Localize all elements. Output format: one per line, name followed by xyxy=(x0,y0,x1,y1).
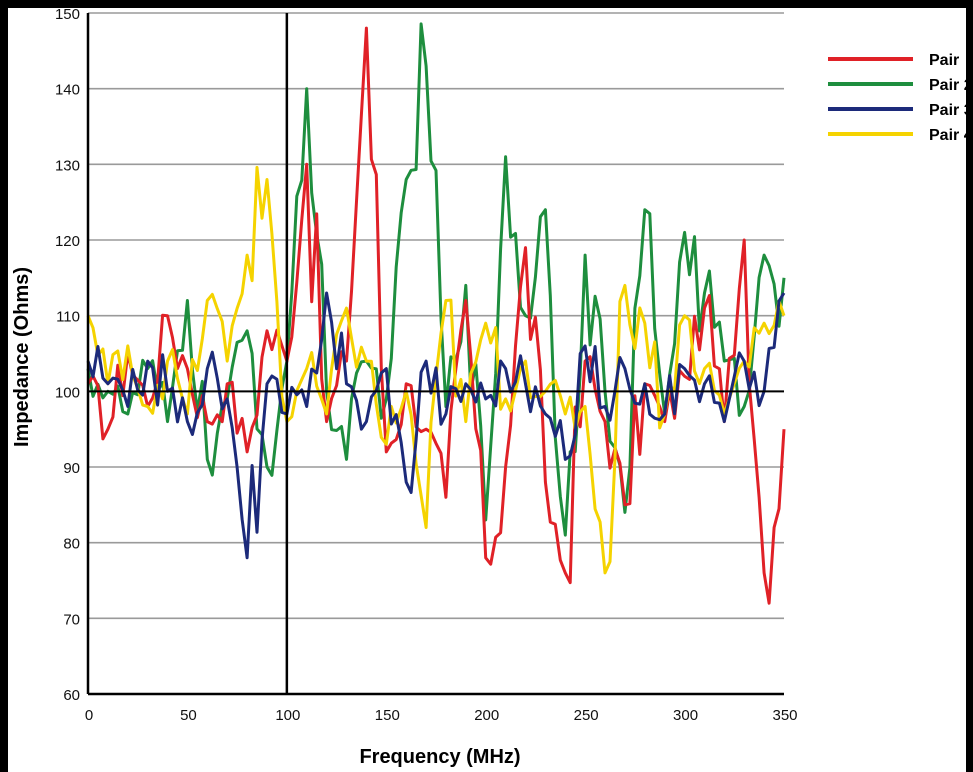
x-tick-label: 50 xyxy=(180,707,197,724)
y-tick-label: 100 xyxy=(55,384,80,401)
impedance-chart: 0 50 100 150 200 250 300 350 60 70 80 90 100 110 120 1… xyxy=(11,8,966,768)
legend-label: Pair 3 xyxy=(929,102,966,119)
series-lines xyxy=(86,22,786,605)
legend-label: Pair xyxy=(929,52,959,69)
series-line-2 xyxy=(86,22,786,537)
x-tick-label: 300 xyxy=(673,707,698,724)
y-tick-label: 80 xyxy=(63,536,80,553)
axes xyxy=(86,13,784,696)
legend-item-4: Pair 4 xyxy=(828,127,966,144)
x-tick-label: 100 xyxy=(275,707,300,724)
legend-item-1: Pair xyxy=(828,52,959,69)
legend-label: Pair 4 xyxy=(929,127,966,144)
y-tick-label: 70 xyxy=(63,611,80,628)
x-tick-label: 0 xyxy=(85,707,93,724)
y-tick-label: 60 xyxy=(63,687,80,704)
series-line-3 xyxy=(86,291,786,560)
y-axis-title: Impedance (Ohms) xyxy=(11,267,33,447)
x-tick-label: 250 xyxy=(574,707,599,724)
grid xyxy=(88,12,784,620)
x-tick-label: 150 xyxy=(375,707,400,724)
y-tick-label: 150 xyxy=(55,8,80,23)
y-tick-label: 90 xyxy=(63,460,80,477)
reference-lines xyxy=(88,13,784,694)
y-tick-label: 140 xyxy=(55,82,80,99)
x-tick-labels: 0 50 100 150 200 250 300 350 xyxy=(85,707,798,724)
legend-item-3: Pair 3 xyxy=(828,102,966,119)
x-tick-label: 200 xyxy=(474,707,499,724)
x-tick-label: 350 xyxy=(772,707,797,724)
chart-panel: 0 50 100 150 200 250 300 350 60 70 80 90 100 110 120 1… xyxy=(8,8,966,772)
y-tick-label: 120 xyxy=(55,233,80,250)
legend: Pair Pair 2 Pair 3 Pair 4 xyxy=(828,52,966,144)
y-tick-label: 110 xyxy=(56,309,80,326)
y-tick-labels: 60 70 80 90 100 110 120 130 140 150 xyxy=(55,8,80,704)
y-tick-label: 130 xyxy=(55,157,80,174)
legend-item-2: Pair 2 xyxy=(828,77,966,94)
legend-label: Pair 2 xyxy=(929,77,966,94)
x-axis-title: Frequency (MHz) xyxy=(359,746,520,768)
